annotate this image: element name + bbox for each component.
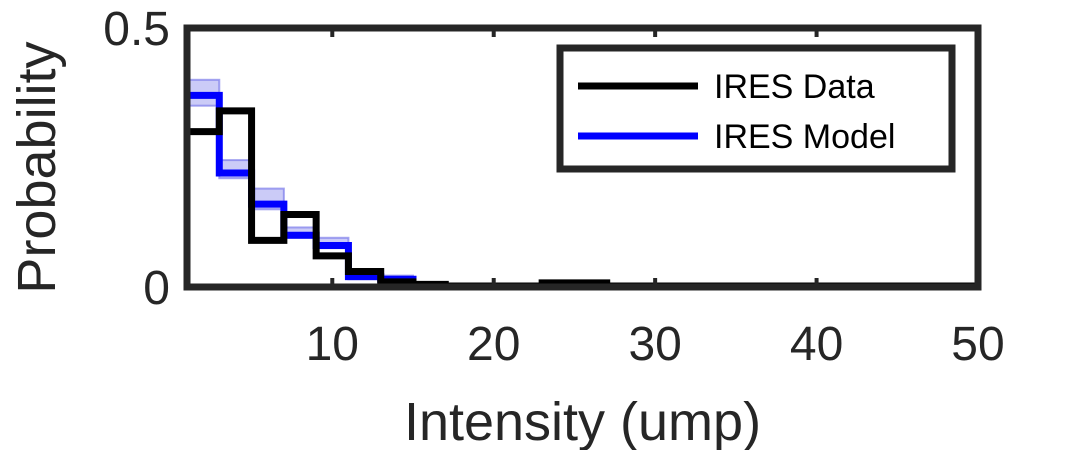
x-tick-label: 10 — [306, 318, 359, 371]
x-tick-label: 20 — [467, 318, 520, 371]
tick-layer: 10 20 30 40 50 0 0.5 — [103, 3, 1004, 371]
plot-frame — [183, 24, 982, 291]
x-axis-label: Intensity (ump) — [404, 392, 761, 450]
x-tick-label: 30 — [628, 318, 681, 371]
x-tick-label: 50 — [951, 318, 1004, 371]
legend-box — [556, 44, 956, 173]
x-tick-label: 40 — [790, 318, 843, 371]
y-tick-label: 0 — [143, 262, 170, 315]
y-axis-label: Probability — [7, 41, 67, 293]
legend-label-1: IRES Model — [714, 118, 895, 156]
series-line-ires-data — [187, 107, 978, 290]
y-tick-label: 0.5 — [103, 3, 170, 56]
legend-label-0: IRES Data — [714, 68, 875, 106]
legend: IRES Data IRES Model — [556, 44, 956, 173]
